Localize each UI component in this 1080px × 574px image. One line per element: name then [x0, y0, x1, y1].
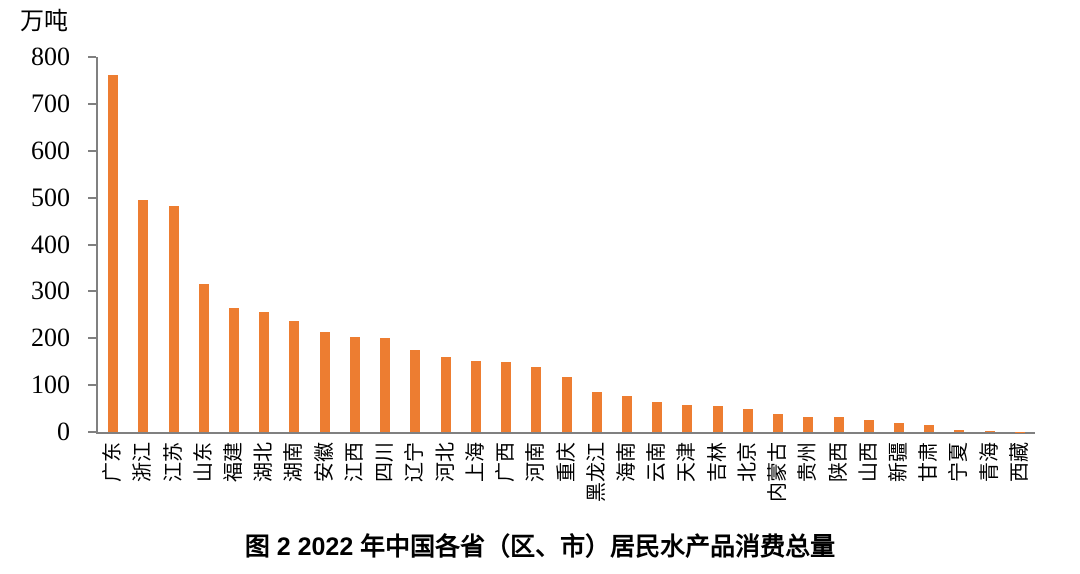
plot-area	[96, 57, 1035, 434]
x-axis-label-text: 天津	[676, 442, 699, 482]
y-tick-mark	[88, 102, 96, 105]
bar-广西	[501, 362, 512, 432]
bar-甘肃	[924, 424, 935, 432]
y-tick-label: 0	[57, 417, 70, 446]
x-axis-label-text: 辽宁	[404, 442, 427, 482]
x-axis-label-text: 青海	[978, 442, 1001, 482]
bar-吉林	[712, 405, 723, 432]
bar-陕西	[833, 417, 844, 432]
bar-河北	[440, 357, 451, 432]
bar-内蒙古	[773, 414, 784, 432]
x-axis-label-text: 福建	[223, 442, 246, 482]
bar-海南	[621, 396, 632, 432]
bar-浙江	[138, 200, 149, 432]
y-tick-mark	[88, 431, 96, 433]
bar-天津	[682, 404, 693, 432]
bar-四川	[380, 337, 391, 432]
y-tick-mark	[88, 337, 96, 340]
y-tick-mark	[88, 149, 96, 152]
bar-上海	[470, 361, 481, 432]
y-tick-label: 600	[31, 135, 70, 165]
bar-贵州	[803, 416, 814, 432]
y-tick-label: 500	[31, 182, 70, 212]
bar-云南	[652, 402, 663, 432]
bar-山东	[198, 284, 209, 432]
x-axis-label-text: 江西	[343, 442, 366, 482]
bar-宁夏	[954, 429, 965, 432]
x-axis-label-text: 江苏	[162, 442, 185, 482]
chart-title: 图 2 2022 年中国各省（区、市）居民水产品消费总量	[244, 533, 836, 561]
x-axis-label-text: 四川	[374, 442, 397, 482]
y-axis-unit-label: 万吨	[20, 9, 68, 35]
x-axis-label-text: 河南	[525, 442, 548, 482]
y-tick-label: 800	[31, 42, 70, 71]
bar-江西	[349, 336, 360, 432]
x-axis-label-text: 新疆	[887, 442, 910, 482]
x-axis-label-text: 宁夏	[948, 442, 971, 482]
bar-山西	[863, 419, 874, 432]
x-axis-label-text: 浙江	[132, 442, 155, 482]
x-axis-label-text: 湖北	[253, 442, 276, 482]
x-axis-label-text: 云南	[646, 442, 669, 482]
x-axis-label-text: 重庆	[555, 442, 578, 482]
bar-北京	[742, 409, 753, 432]
bar-青海	[984, 431, 995, 432]
bar-湖北	[259, 311, 270, 432]
x-axis-label-text: 湖南	[283, 442, 306, 482]
x-axis-label-text: 山西	[857, 442, 880, 482]
x-axis-label-text: 海南	[615, 442, 638, 482]
x-axis-label-text: 河北	[434, 442, 457, 482]
bar-辽宁	[410, 349, 421, 432]
bar-河南	[531, 366, 542, 432]
bar-广东	[108, 74, 119, 432]
x-axis-label-text: 安徽	[313, 442, 336, 482]
x-axis-label-text: 贵州	[797, 442, 820, 482]
bar-湖南	[289, 320, 300, 432]
bar-江苏	[168, 206, 179, 432]
x-axis-label-text: 黑龙江	[585, 442, 608, 502]
x-axis-label-text: 吉林	[706, 442, 729, 482]
x-axis-label-text: 上海	[464, 442, 487, 482]
y-tick-label: 300	[31, 276, 70, 306]
y-tick-mark	[88, 243, 96, 246]
y-tick-label: 100	[31, 370, 70, 400]
bar-新疆	[893, 423, 904, 432]
y-tick-mark	[88, 196, 96, 199]
y-tick-mark	[88, 56, 96, 58]
y-tick-label: 200	[31, 323, 70, 353]
y-tick-mark	[88, 384, 96, 387]
x-axis-label-text: 广东	[102, 442, 125, 482]
y-tick-label: 700	[31, 88, 70, 118]
bar-福建	[229, 307, 240, 432]
x-axis-label-text: 广西	[495, 442, 518, 482]
bar-重庆	[561, 377, 572, 432]
bar-黑龙江	[591, 391, 602, 432]
y-tick-mark	[88, 290, 96, 293]
x-axis-label-text: 甘肃	[918, 442, 941, 482]
x-axis-label-text: 山东	[192, 442, 215, 482]
x-axis-label-text: 内蒙古	[767, 442, 790, 502]
x-axis-label-text: 西藏	[1008, 442, 1031, 482]
x-axis-label-text: 陕西	[827, 442, 850, 482]
y-tick-label: 400	[31, 229, 70, 259]
x-axis-label-text: 北京	[736, 442, 759, 482]
bar-安徽	[319, 332, 330, 432]
